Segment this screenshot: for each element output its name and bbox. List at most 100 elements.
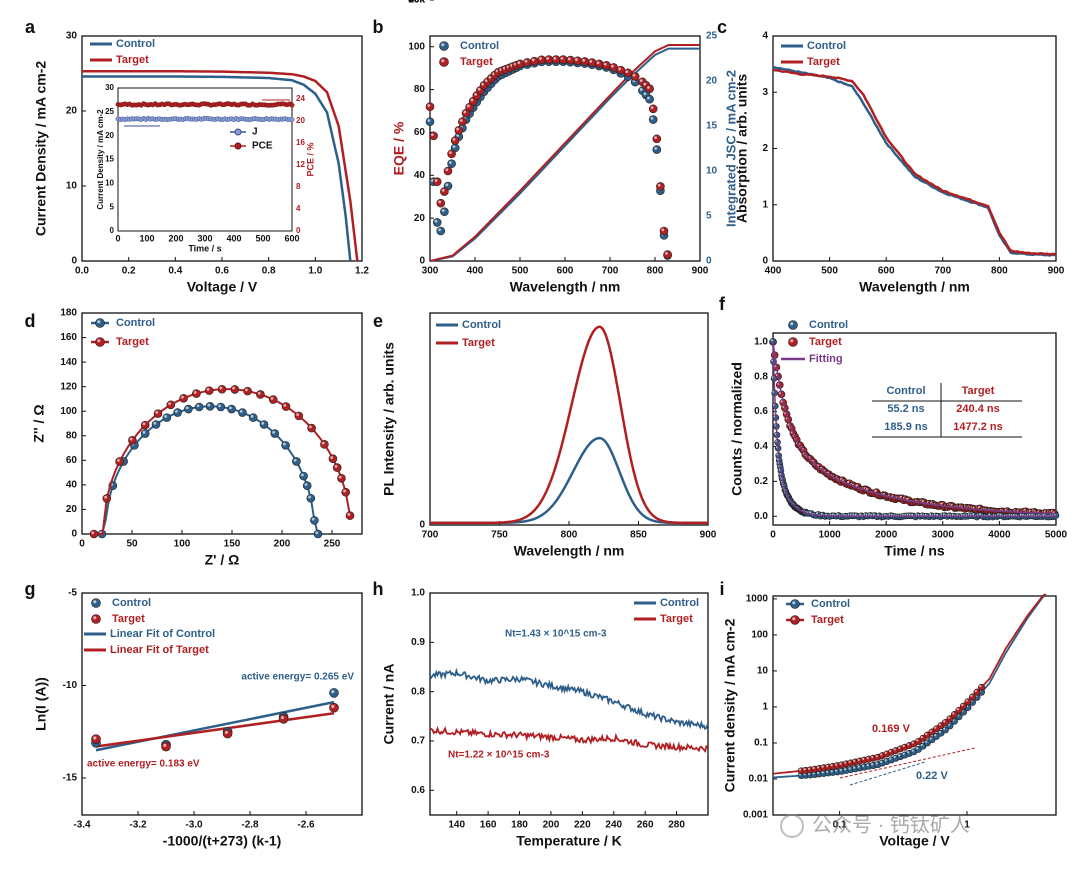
marker-highlight	[834, 763, 838, 766]
marker-body	[173, 408, 182, 417]
watermark-text: 公众号 · 钙钛矿人	[812, 813, 970, 836]
marker-highlight	[331, 704, 335, 709]
eqe-target-point	[432, 177, 442, 187]
marker-highlight	[224, 730, 228, 734]
x-tick-label: -3.0	[185, 820, 203, 831]
annotation-activation-target: active energy= 0.183 eV	[87, 759, 200, 770]
marker-body	[790, 615, 800, 625]
y2-tick-label: 25	[706, 31, 718, 42]
marker-highlight	[164, 415, 168, 418]
marker-highlight	[911, 749, 914, 752]
nyquist-control-point	[205, 402, 215, 411]
nyquist-control-point	[299, 471, 308, 481]
marker-highlight	[232, 386, 236, 390]
marker-body	[162, 413, 172, 422]
marker-highlight	[979, 513, 982, 516]
marker-highlight	[91, 531, 95, 535]
marker-highlight	[596, 61, 600, 65]
inset-y2-tick-label: 24	[296, 94, 305, 103]
nyquist-target-point	[307, 423, 316, 433]
y2-axis-label: Integrated JSC / mA cm-2	[723, 70, 738, 227]
annotation-trap-density-target: Nt=1.22 × 10^15 cm-3	[448, 750, 550, 761]
marker-body	[328, 454, 338, 463]
marker-highlight	[846, 480, 850, 484]
eqe-target-point	[454, 125, 464, 135]
marker-highlight	[301, 473, 304, 477]
legend-label: Target	[660, 613, 693, 625]
marker-highlight	[961, 703, 964, 707]
x-tick-label: 900	[692, 266, 709, 277]
x-tick-label: 600	[878, 266, 895, 277]
marker-highlight	[654, 146, 657, 150]
marker-body	[256, 390, 265, 399]
marker-body	[652, 134, 662, 144]
marker-highlight	[934, 734, 937, 737]
legend-swatch	[790, 615, 800, 625]
legend-label: Control	[112, 597, 151, 609]
inset-legend-pce-marker	[234, 142, 242, 150]
marker-highlight	[431, 133, 434, 137]
inset-x-tick-label: 600	[284, 233, 299, 243]
y-tick-label: 0	[419, 520, 425, 531]
marker-highlight	[907, 751, 910, 754]
y-axis-label: Counts / normalized	[729, 362, 745, 496]
marker-highlight	[821, 771, 824, 774]
nyquist-target-point	[102, 494, 112, 503]
marker-highlight	[929, 737, 932, 740]
marker-highlight	[650, 116, 654, 120]
legend-swatch	[95, 318, 105, 328]
x-tick-label: 220	[574, 820, 591, 831]
marker-highlight	[485, 79, 488, 83]
nyquist-control-point	[306, 493, 316, 503]
marker-highlight	[857, 758, 860, 761]
marker-body	[594, 59, 604, 69]
series-target-curve	[82, 70, 359, 262]
x-tick-label: 900	[1048, 266, 1065, 277]
marker-body	[436, 226, 446, 236]
marker-body	[616, 65, 626, 75]
eqe-target-point	[522, 58, 532, 67]
legend-label: Linear Fit of Control	[110, 628, 215, 640]
eqe-target-point	[515, 59, 525, 69]
marker-highlight	[965, 699, 968, 702]
marker-body	[302, 481, 312, 491]
eqe-target-point	[602, 61, 611, 70]
marker-highlight	[943, 727, 946, 730]
marker-highlight	[474, 92, 477, 96]
legend-label: Linear Fit of Target	[110, 644, 209, 656]
inset-x-label: Time / s	[188, 243, 221, 253]
marker-highlight	[920, 735, 923, 739]
panel-label: d	[25, 311, 36, 331]
marker-highlight	[611, 64, 614, 68]
legend-swatch	[91, 598, 101, 608]
y-tick-label: 0.001	[743, 810, 768, 821]
marker-highlight	[445, 183, 449, 187]
legend-label: Target	[112, 613, 145, 625]
marker-highlight	[467, 104, 470, 108]
marker-body	[645, 84, 654, 94]
marker-highlight	[427, 119, 431, 122]
marker-highlight	[347, 513, 351, 516]
y-tick-label: 40	[414, 170, 426, 181]
x-tick-label: -2.6	[297, 820, 315, 831]
x-tick-label: 0	[79, 539, 85, 550]
x-tick-label: 400	[765, 266, 782, 277]
marker-highlight	[93, 736, 97, 740]
x-tick-label: 5000	[1045, 530, 1068, 541]
plot-frame	[81, 312, 363, 535]
nyquist-control-point	[259, 420, 269, 429]
nyquist-control-fit	[101, 405, 319, 535]
y-tick-label: 30	[66, 31, 78, 42]
x-tick-label: 3000	[932, 530, 955, 541]
legend-label: Target	[462, 337, 495, 349]
marker-highlight	[940, 502, 943, 505]
marker-highlight	[916, 739, 919, 742]
y-tick-label: -5	[68, 588, 77, 599]
x-tick-label: 800	[647, 266, 664, 277]
marker-body	[558, 55, 568, 64]
marker-highlight	[902, 744, 905, 748]
marker-highlight	[839, 762, 842, 765]
marker-highlight	[219, 386, 223, 390]
eqe-target-point	[447, 149, 456, 159]
y-tick-label: 20k	[408, 0, 425, 6]
